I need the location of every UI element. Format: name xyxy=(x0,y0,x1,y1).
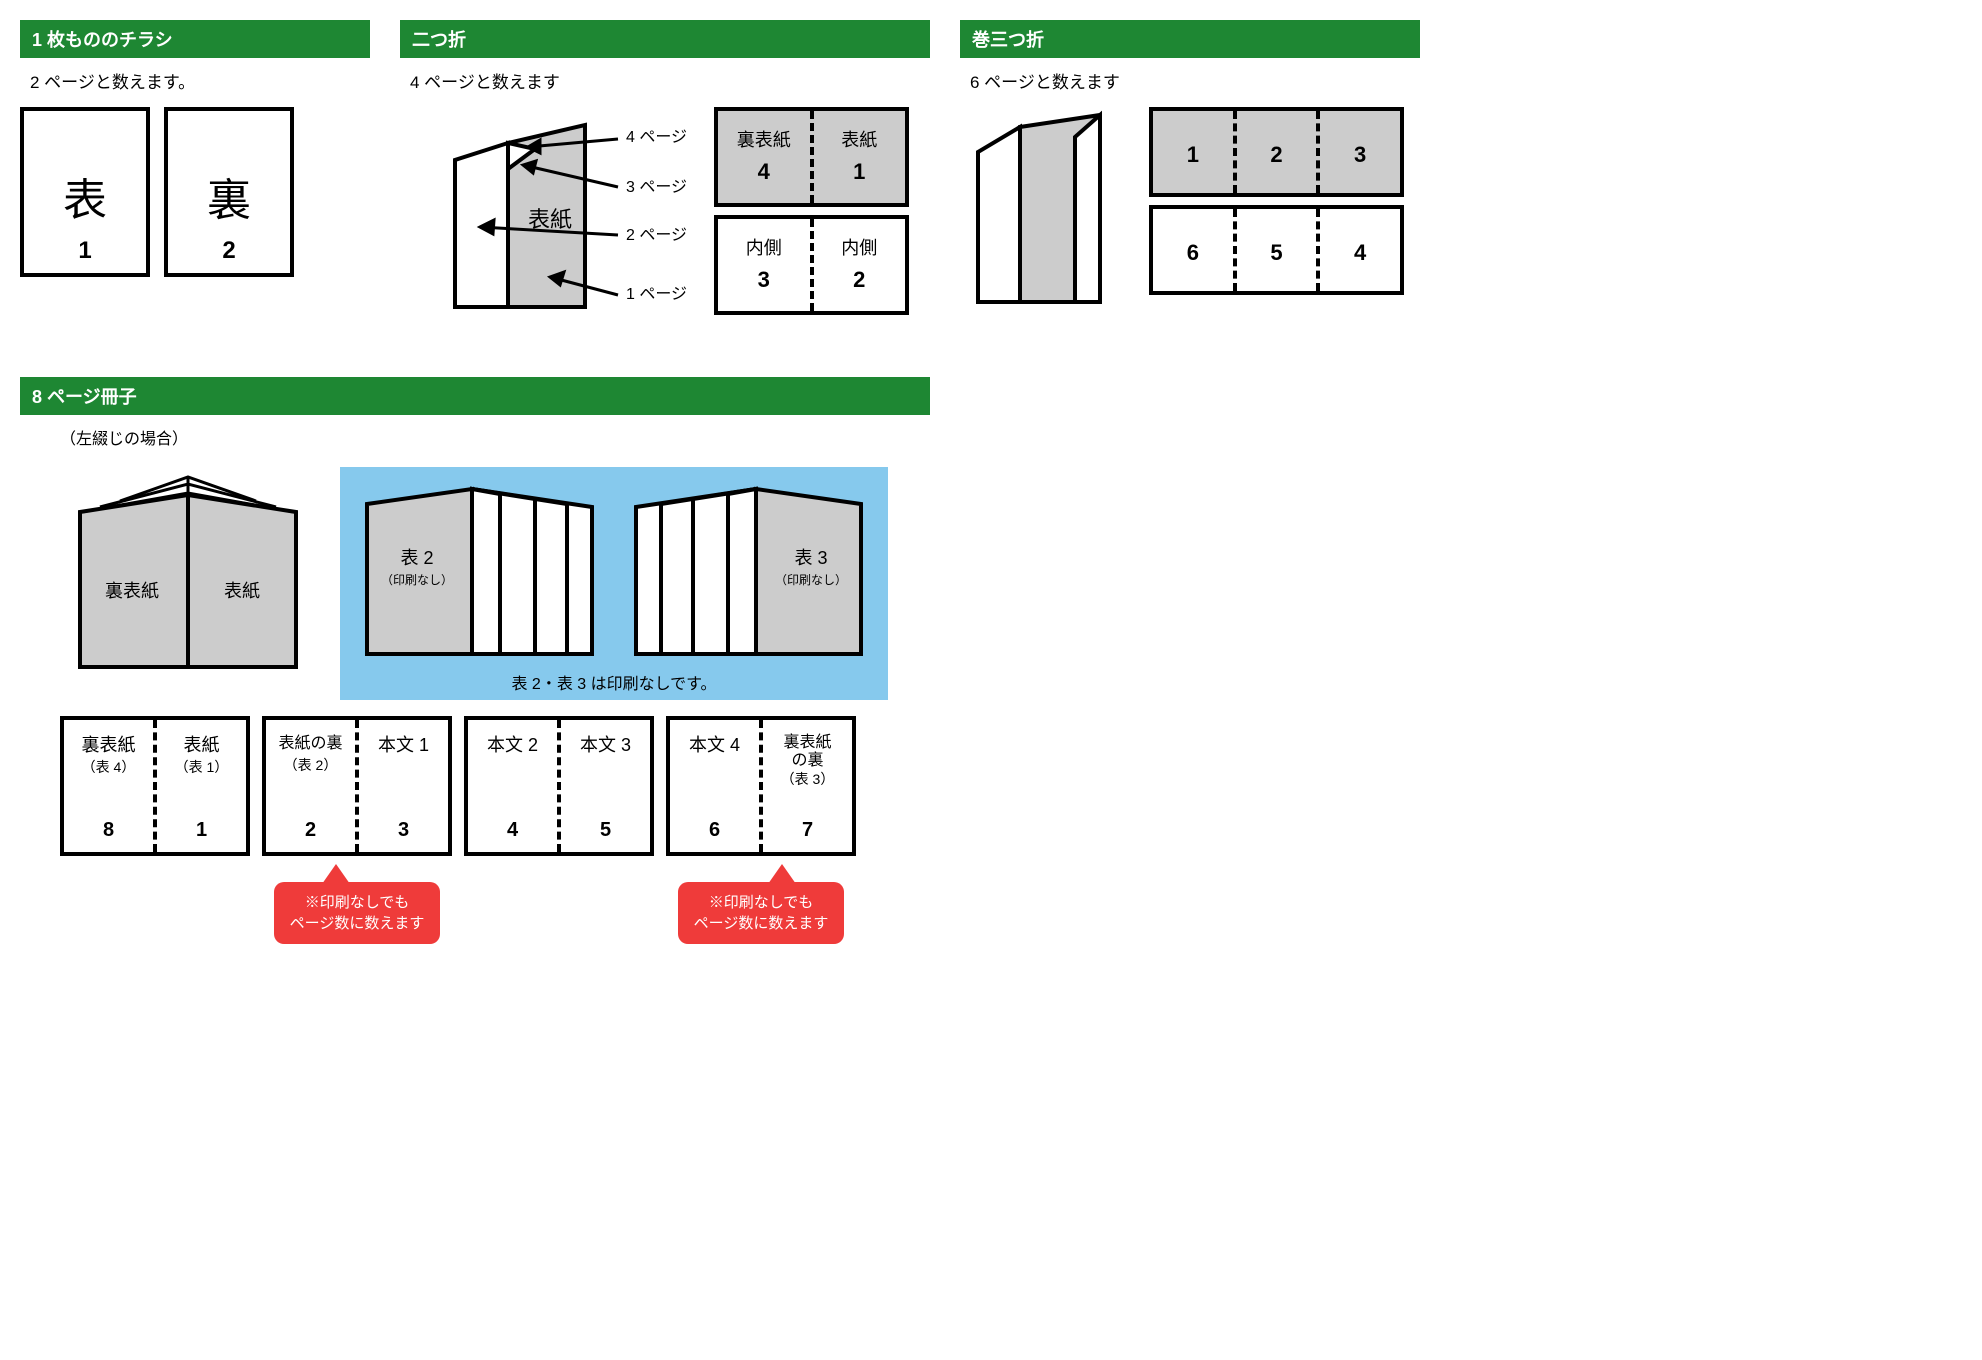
callout-2-l2: ページ数に数えます xyxy=(694,915,829,932)
flyer-front-page: 表 1 xyxy=(20,107,150,277)
callout-1-l2: ページ数に数えます xyxy=(290,915,425,932)
bifold-cover-text: 表紙 xyxy=(528,207,572,232)
s3r-n: 5 xyxy=(600,819,611,842)
s3r-t1: 本文 3 xyxy=(580,734,631,757)
section-bifold: 二つ折 4 ページと数えます 表紙 xyxy=(400,20,930,317)
callout-1: ※印刷なしでも ページ数に数えます xyxy=(274,882,441,944)
h3-label: 表 3 xyxy=(794,548,827,568)
booklet-blue-box: 表 2 （印刷なし） 表 3 （印刷なし） 表 2・表 3 は印刷なしです。 xyxy=(340,467,888,700)
spread-4: 本文 4 6 裏表紙 の裏 （表 3） 7 xyxy=(666,716,856,856)
bifold-n4: 4 xyxy=(758,159,770,185)
callout-2: ※印刷なしでも ページ数に数えます xyxy=(678,882,845,944)
bifold-n3: 3 xyxy=(758,267,770,293)
header-flyer: 1 枚もののチラシ xyxy=(20,20,370,58)
booklet-closed-diagram: 裏表紙 表紙 xyxy=(60,467,320,677)
s2r-t1: 本文 1 xyxy=(378,734,429,757)
bifold-outer-spread: 裏表紙 4 表紙 1 xyxy=(714,107,909,207)
bifold-p2-label: 2 ページ xyxy=(626,227,687,244)
booklet-open-right: 表 3 （印刷なし） xyxy=(626,479,876,664)
header-bifold: 二つ折 xyxy=(400,20,930,58)
subtitle-bifold: 4 ページと数えます xyxy=(410,68,930,93)
s1l-t2: （表 4） xyxy=(82,757,136,777)
s3l-n: 4 xyxy=(507,819,518,842)
s2l-t1: 表紙の裏 xyxy=(278,734,342,755)
h3-sub: （印刷なし） xyxy=(775,573,847,587)
subtitle-trifold: 6 ページと数えます xyxy=(970,68,1420,93)
s1l-t1: 裏表紙 xyxy=(82,734,136,757)
tri-n6: 6 xyxy=(1187,240,1199,266)
header-trifold: 巻三つ折 xyxy=(960,20,1420,58)
s2l-n: 2 xyxy=(305,819,316,842)
spread-1: 裏表紙 （表 4） 8 表紙 （表 1） 1 xyxy=(60,716,250,856)
h2-sub: （印刷なし） xyxy=(381,573,453,587)
bifold-inside-l: 内側 xyxy=(746,237,782,260)
bifold-inside-r: 内側 xyxy=(841,237,877,260)
booklet-cover-label: 表紙 xyxy=(224,581,260,601)
subtitle-booklet8: （左綴じの場合） xyxy=(60,425,930,449)
trifold-inner-spread: 6 5 4 xyxy=(1149,205,1404,295)
subtitle-flyer: 2 ページと数えます。 xyxy=(30,68,370,93)
spread-2: 表紙の裏 （表 2） 2 本文 1 3 xyxy=(262,716,452,856)
section-trifold: 巻三つ折 6 ページと数えます 1 2 3 6 5 4 xyxy=(960,20,1420,317)
tri-n5: 5 xyxy=(1270,240,1282,266)
trifold-3d-diagram xyxy=(960,107,1135,317)
tri-n4: 4 xyxy=(1354,240,1366,266)
s4l-n: 6 xyxy=(709,819,720,842)
s1r-t2: （表 1） xyxy=(175,757,229,777)
bifold-p3-label: 3 ページ xyxy=(626,179,687,196)
h2-label: 表 2 xyxy=(400,548,433,568)
blue-caption: 表 2・表 3 は印刷なしです。 xyxy=(352,670,876,694)
flyer-back-page: 裏 2 xyxy=(164,107,294,277)
bifold-3d-diagram: 表紙 4 ページ 3 ページ 2 ページ 1 ページ xyxy=(400,107,700,317)
s4r-t2: （表 3） xyxy=(781,769,835,789)
flyer-back-num: 2 xyxy=(222,237,235,265)
booklet-spreads-row: 裏表紙 （表 4） 8 表紙 （表 1） 1 表紙の裏 （表 2） 2 本文 1… xyxy=(60,716,930,944)
s1r-t1: 表紙 xyxy=(184,734,220,757)
section-flyer: 1 枚もののチラシ 2 ページと数えます。 表 1 裏 2 xyxy=(20,20,370,317)
bifold-n2: 2 xyxy=(853,267,865,293)
flyer-back-label: 裏 xyxy=(207,164,251,228)
bifold-p4-label: 4 ページ xyxy=(626,129,687,146)
s3l-t1: 本文 2 xyxy=(487,734,538,757)
bifold-p1-label: 1 ページ xyxy=(626,286,687,303)
flyer-front-num: 1 xyxy=(78,237,91,265)
s4r-n: 7 xyxy=(802,819,813,842)
callout-1-l1: ※印刷なしでも xyxy=(305,894,410,911)
bifold-backcover-label: 裏表紙 xyxy=(737,129,791,152)
booklet-back-cover-label: 裏表紙 xyxy=(105,581,159,601)
callout-2-l1: ※印刷なしでも xyxy=(709,894,814,911)
tri-n1: 1 xyxy=(1187,142,1199,168)
bifold-n1: 1 xyxy=(853,159,865,185)
spread-3: 本文 2 4 本文 3 5 xyxy=(464,716,654,856)
flyer-front-label: 表 xyxy=(63,164,107,228)
tri-n2: 2 xyxy=(1270,142,1282,168)
s1r-n: 1 xyxy=(196,819,207,842)
booklet-open-left: 表 2 （印刷なし） xyxy=(352,479,602,664)
bifold-inner-spread: 内側 3 内側 2 xyxy=(714,215,909,315)
header-booklet8: 8 ページ冊子 xyxy=(20,377,930,415)
s1l-n: 8 xyxy=(103,819,114,842)
tri-n3: 3 xyxy=(1354,142,1366,168)
bifold-cover2-label: 表紙 xyxy=(841,129,877,152)
s4l-t1: 本文 4 xyxy=(689,734,740,757)
s4r-t1b: の裏 xyxy=(791,752,823,770)
s2r-n: 3 xyxy=(398,819,409,842)
section-booklet8: 8 ページ冊子 （左綴じの場合） 裏表紙 表紙 xyxy=(20,377,930,944)
trifold-outer-spread: 1 2 3 xyxy=(1149,107,1404,197)
s2l-t2: （表 2） xyxy=(284,755,338,775)
s4r-t1: 裏表紙 xyxy=(783,734,831,752)
